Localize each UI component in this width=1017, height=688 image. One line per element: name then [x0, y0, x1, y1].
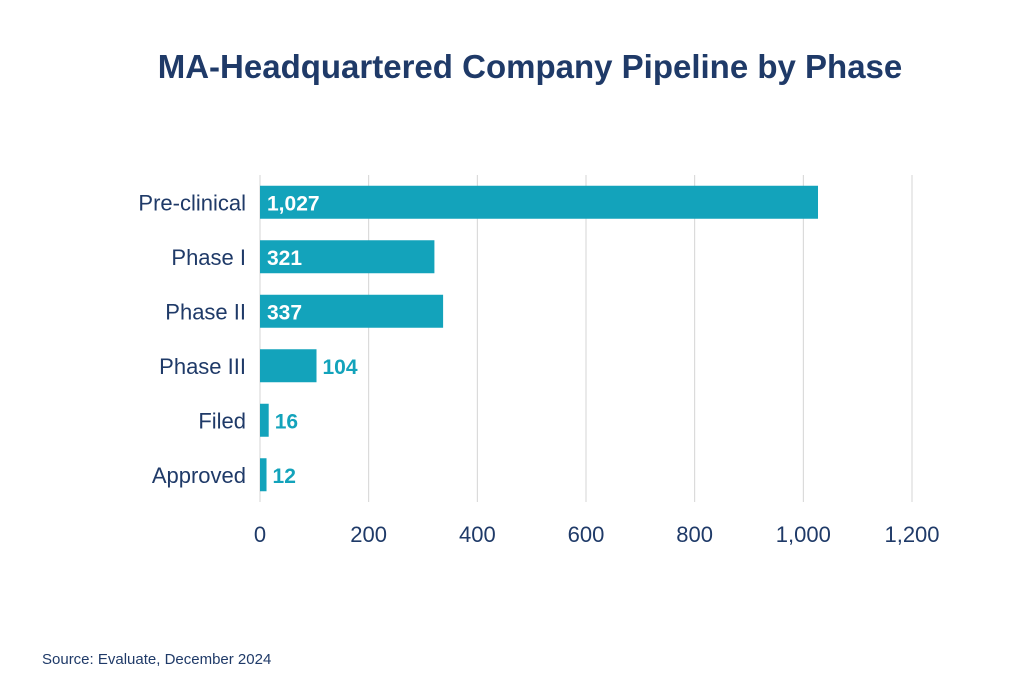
x-tick-label: 1,200	[884, 522, 939, 547]
x-tick-label: 0	[254, 522, 266, 547]
bar	[260, 240, 435, 274]
chart-title: MA-Headquartered Company Pipeline by Pha…	[157, 48, 903, 85]
category-label: Phase III	[159, 354, 246, 379]
gridlines	[259, 175, 913, 502]
bar	[260, 185, 819, 219]
data-label: 337	[267, 301, 302, 324]
x-tick-label: 600	[568, 522, 605, 547]
bar	[260, 294, 444, 328]
bar	[260, 349, 317, 383]
source-note: Source: Evaluate, December 2024	[42, 651, 272, 668]
category-label: Approved	[152, 463, 246, 488]
bar	[260, 458, 267, 492]
bar	[260, 403, 269, 437]
data-label: 16	[275, 410, 298, 433]
x-tick-label: 1,000	[776, 522, 831, 547]
x-tick-label: 800	[676, 522, 713, 547]
data-label: 321	[267, 247, 302, 270]
category-label: Phase II	[165, 299, 246, 324]
category-label: Pre-clinical	[138, 190, 246, 215]
bars	[260, 185, 819, 492]
data-label: 1,027	[267, 192, 320, 215]
x-tick-label: 400	[459, 522, 496, 547]
x-tick-label: 200	[350, 522, 387, 547]
category-label: Phase I	[171, 245, 246, 270]
labels: 0 200 400 600 800 1,000 1,200 Pre-clinical 1,027…	[138, 190, 939, 547]
category-label: Filed	[198, 408, 246, 433]
data-label: 104	[323, 356, 358, 379]
data-label: 12	[273, 465, 296, 488]
